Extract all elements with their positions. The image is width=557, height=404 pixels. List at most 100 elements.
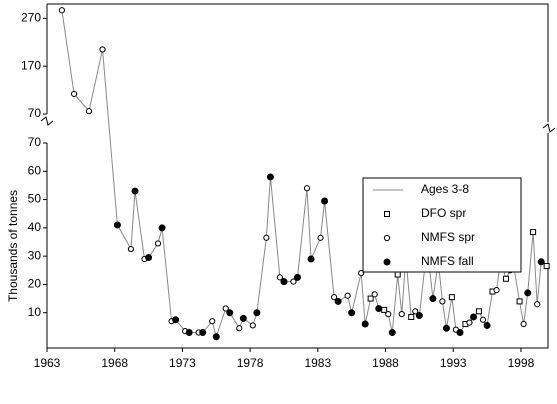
data-point <box>145 254 153 262</box>
y-tick-label: 70 <box>28 135 42 149</box>
x-tick-label: 1968 <box>101 356 128 370</box>
data-point <box>361 320 369 328</box>
legend-marker <box>384 211 390 217</box>
data-point <box>330 294 338 301</box>
y-tick-label: 50 <box>28 192 42 206</box>
data-point <box>158 224 166 232</box>
data-point <box>99 46 106 53</box>
y-axis-label: Thousands of tonnes <box>6 190 20 302</box>
legend-marker <box>383 234 391 242</box>
y-tick-label: 170 <box>21 58 41 72</box>
data-point <box>534 301 541 308</box>
data-point <box>212 333 220 341</box>
data-point <box>154 240 162 247</box>
data-point <box>348 309 356 317</box>
data-point <box>253 309 261 317</box>
legend-label: DFO spr <box>421 206 466 220</box>
data-point <box>358 270 365 277</box>
x-tick-label: 1998 <box>508 356 535 370</box>
y-tick-label: 270 <box>21 11 41 25</box>
data-point <box>503 275 510 282</box>
x-tick-label: 1988 <box>372 356 399 370</box>
data-point <box>388 329 396 337</box>
y-tick-label: 60 <box>28 163 42 177</box>
series-line <box>61 10 547 339</box>
axis-break <box>40 116 54 126</box>
data-point <box>344 292 351 299</box>
data-point <box>236 325 243 332</box>
data-point <box>266 173 274 181</box>
data-point <box>113 221 121 229</box>
data-point <box>199 329 207 337</box>
y-tick-label: 40 <box>28 220 42 234</box>
data-point <box>276 274 283 281</box>
data-point <box>263 234 270 241</box>
data-point <box>442 324 450 332</box>
legend-label: NMFS fall <box>421 254 474 268</box>
data-point <box>524 289 532 297</box>
data-point <box>239 314 247 322</box>
data-point <box>85 108 93 115</box>
data-point <box>456 329 464 337</box>
data-point <box>448 294 455 301</box>
data-point <box>520 320 527 328</box>
data-point <box>530 229 537 236</box>
data-point <box>475 308 482 315</box>
legend-label: NMFS spr <box>421 230 475 244</box>
data-point <box>412 308 419 315</box>
data-point <box>321 197 329 205</box>
data-point <box>398 311 405 318</box>
data-point <box>493 286 500 294</box>
y-tick-label: 10 <box>28 305 42 319</box>
data-point <box>294 273 301 281</box>
data-point <box>303 185 311 192</box>
data-point <box>516 298 523 305</box>
x-tick-label: 1973 <box>169 356 196 370</box>
data-point <box>307 255 315 263</box>
data-point <box>127 245 135 253</box>
data-point <box>371 291 378 298</box>
data-point <box>483 321 491 329</box>
data-point <box>172 316 180 324</box>
data-point <box>226 309 234 317</box>
lower-frame <box>46 133 549 349</box>
x-tick-label: 1993 <box>440 356 467 370</box>
data-point <box>439 298 446 305</box>
data-point <box>209 318 216 325</box>
data-point <box>415 312 423 320</box>
y-tick-label: 70 <box>28 106 42 120</box>
data-point <box>375 304 383 312</box>
legend-marker <box>383 258 391 266</box>
data-point <box>479 316 487 323</box>
x-tick-label: 1978 <box>237 356 264 370</box>
data-point <box>466 319 473 326</box>
data-point <box>222 305 229 312</box>
data-point <box>381 306 388 313</box>
data-point <box>543 263 550 270</box>
legend-label: Ages 3-8 <box>421 182 469 196</box>
data-point <box>70 90 78 98</box>
legend-box <box>362 177 522 273</box>
data-point <box>131 187 139 195</box>
axis-break <box>542 123 556 133</box>
data-point <box>394 271 401 278</box>
data-point <box>429 295 437 303</box>
y-tick-label: 20 <box>28 277 42 291</box>
data-point <box>290 278 297 285</box>
x-tick-label: 1983 <box>304 356 331 370</box>
x-tick-label: 1963 <box>34 356 61 370</box>
data-point <box>280 278 288 286</box>
data-point <box>58 7 65 14</box>
data-point <box>185 329 193 337</box>
data-point <box>385 311 392 318</box>
upper-frame <box>46 3 549 122</box>
data-point <box>249 322 256 329</box>
data-point <box>317 234 324 241</box>
data-point <box>367 295 374 302</box>
data-point <box>334 297 342 305</box>
data-point <box>470 313 478 321</box>
data-point <box>408 313 415 320</box>
y-tick-label: 30 <box>28 248 42 262</box>
data-point <box>537 258 545 266</box>
